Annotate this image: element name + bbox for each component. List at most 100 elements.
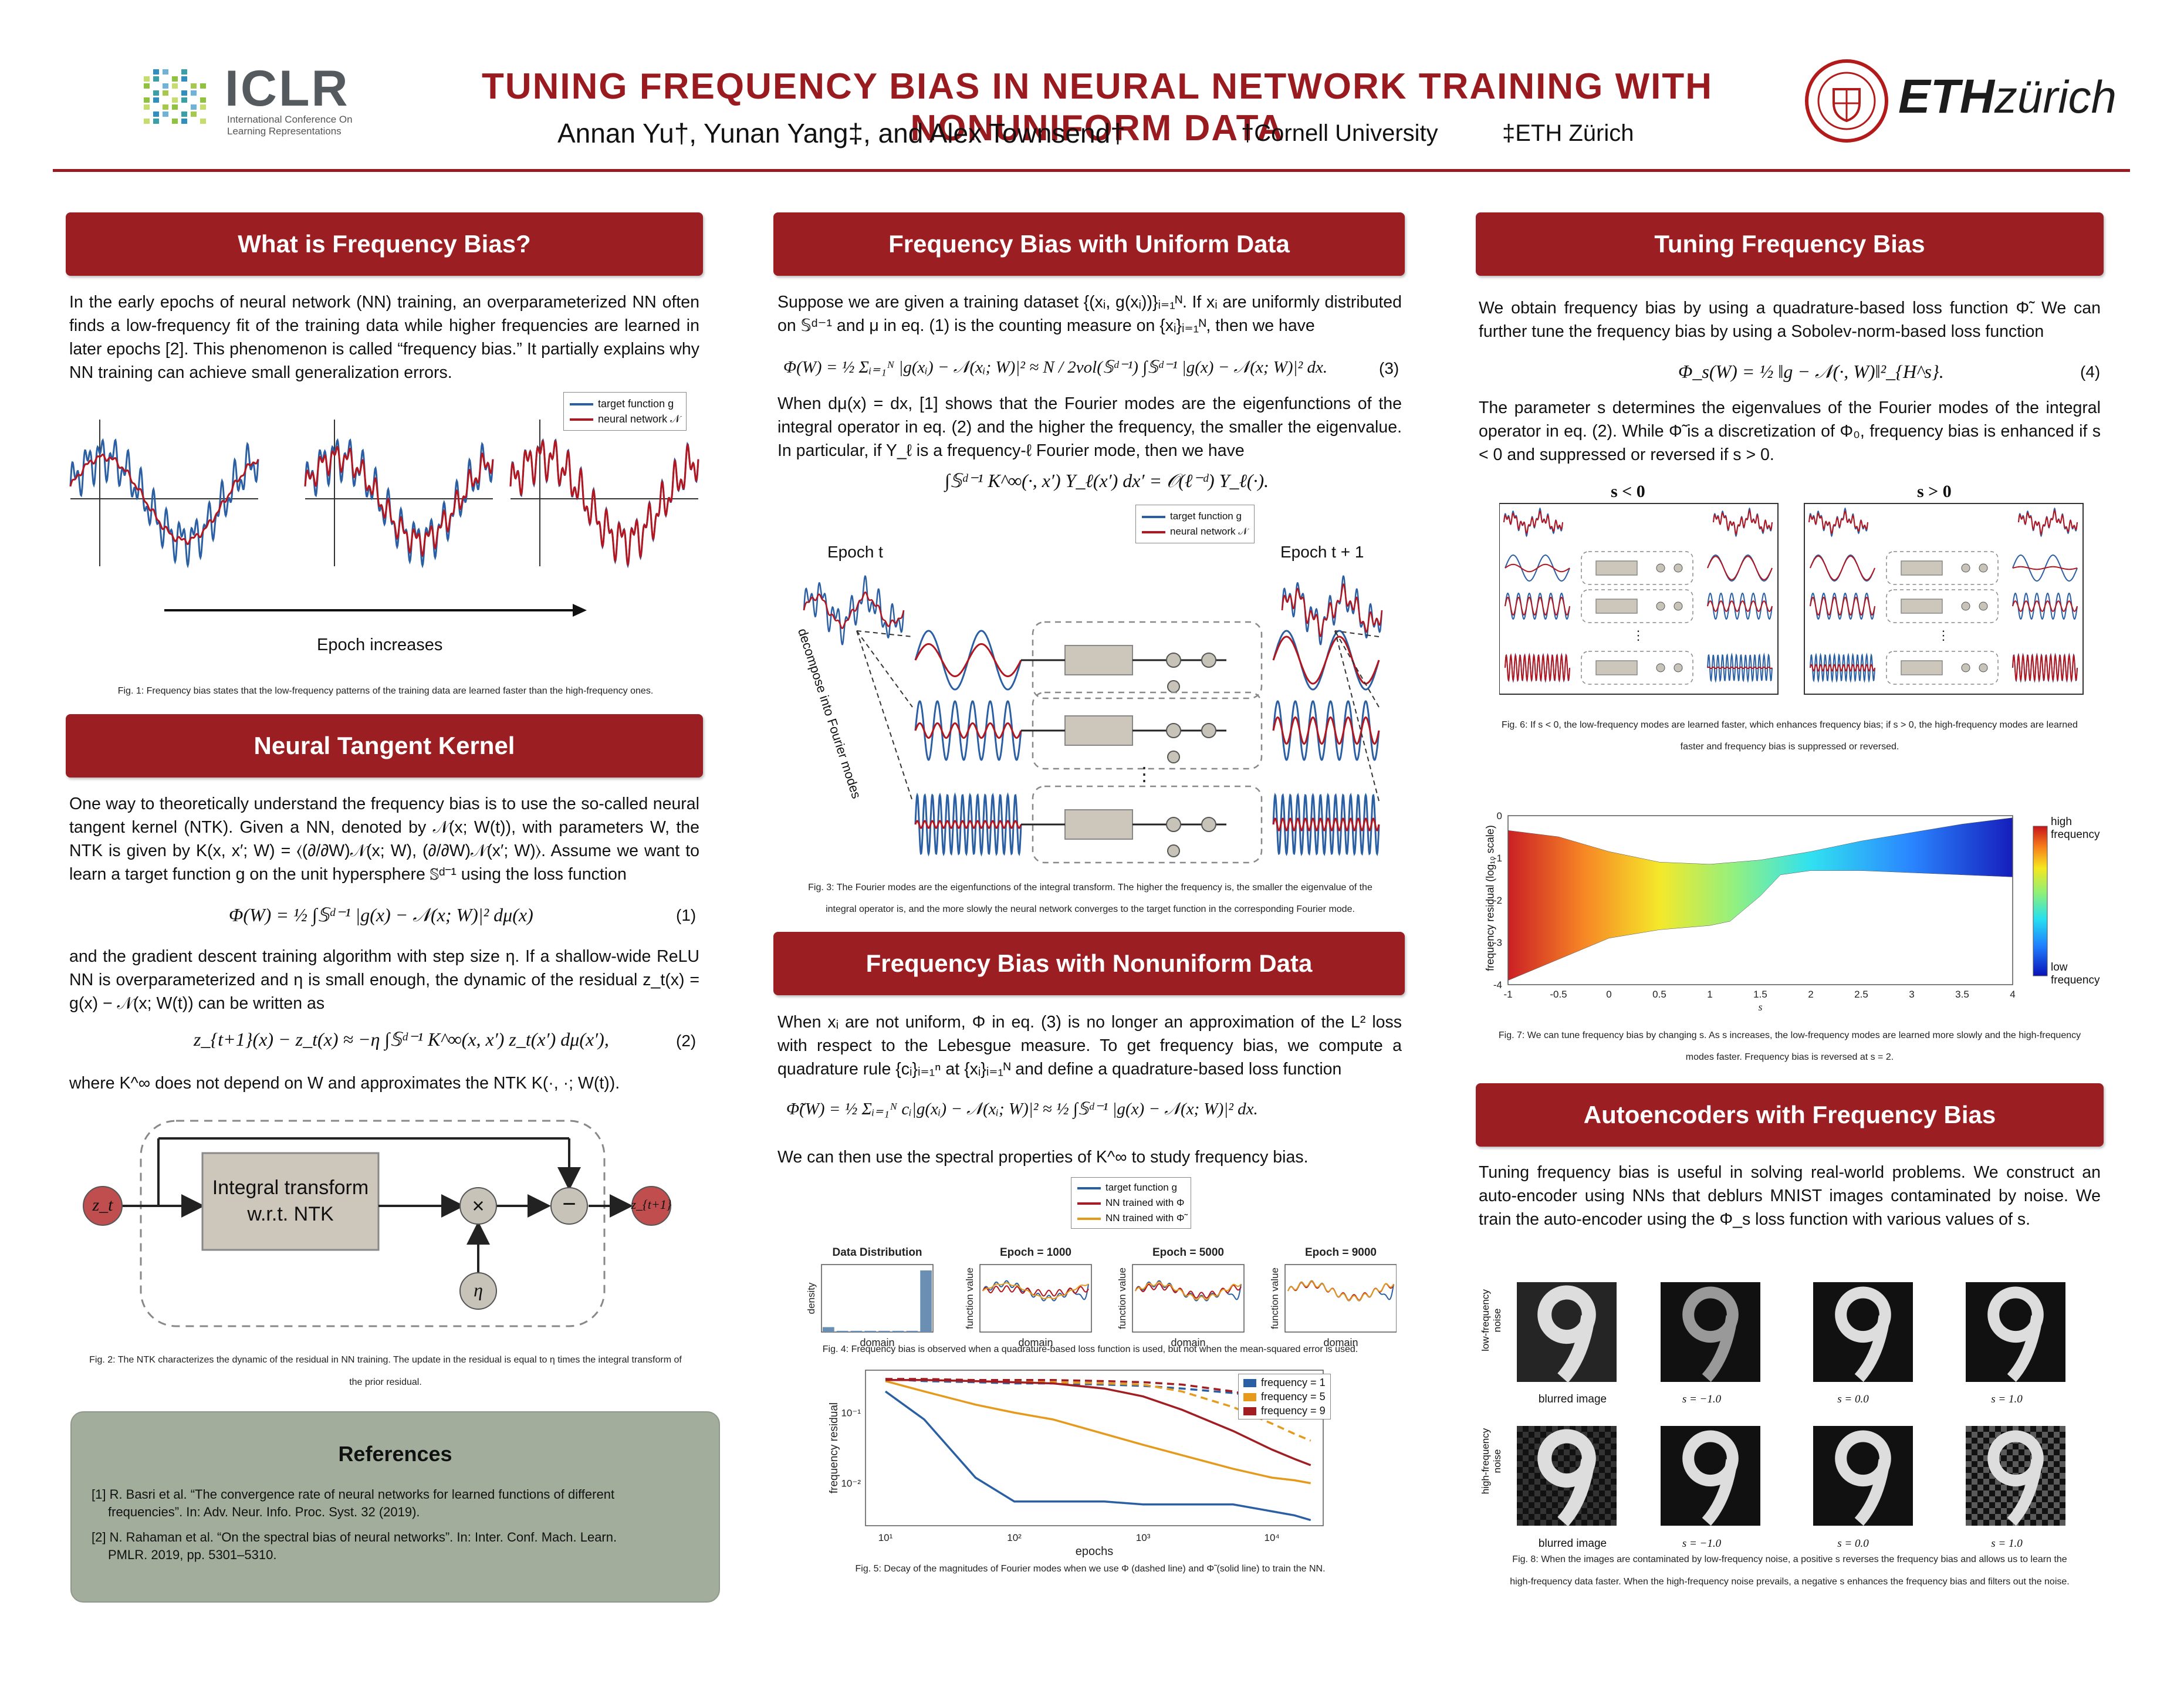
mosaic-tile [153,111,159,117]
eth-logo: ETHzürich [1898,69,2117,124]
fig8-digit-stem [1702,1459,1738,1526]
fig4-phitilde-curve [982,1282,1089,1300]
fig8-noise-cell [1552,1426,1558,1432]
mosaic-tile [144,119,150,124]
fig4-panel-frame [1284,1264,1397,1333]
fig8-noise-cell [1611,1485,1617,1490]
fig3-times-node [1166,723,1181,738]
col-label-blurred-1: blurred image [1538,1393,1607,1405]
fig3-decompose-arrow [856,630,913,708]
mosaic-tile [200,97,206,103]
fig8-noise-cell [1540,1426,1546,1432]
fig8-noise-cell [2030,1514,2036,1520]
fig8-noise-cell [1523,1514,1529,1520]
fig8-noise-cell [2048,1426,2054,1432]
fig8-noise-cell [1966,1496,1972,1502]
mosaic-tile [191,111,197,117]
epoch-t-label: Epoch t [827,543,883,561]
fig8-digit-loop [1682,1430,1739,1487]
fig8-noise-cell [2007,1455,2013,1461]
fig7-xtick: 1 [1707,989,1712,1000]
mosaic-tile [163,69,168,75]
mosaic-tile [181,76,187,82]
fig8-noise-cell [1534,1490,1540,1496]
fig8-noise-cell [1611,1426,1617,1432]
uniform-text-1: Suppose we are given a training dataset … [777,293,1402,335]
fig8-noise-cell [1972,1502,1977,1508]
fig8-noise-cell [1989,1473,1995,1479]
fig8-noise-cell [1540,1508,1546,1514]
nonuniform-eq-5: Φ̃(W) = ½ Σᵢ₌₁ᴺ cᵢ|g(xᵢ) − 𝒩(xᵢ; W)|² ≈ … [786,1100,1258,1118]
fig8-digit-loop [1835,1430,1891,1487]
nonuniform-text-2: We can then use the spectral properties … [777,1148,1309,1167]
fig8-noise-cell [1534,1455,1540,1461]
section-header-autoencoder: Autoencoders with Frequency Bias [1476,1083,2104,1147]
fig8-noise-cell [1517,1485,1523,1490]
figure-6: ⋮ ⋮ s < 0 s > 0 [1499,480,2086,697]
figure-3: ⋮ target function g neural network 𝒩 Epo… [795,505,1391,868]
fig8-noise-cell [1523,1467,1529,1473]
fig8-noise-cell [1529,1426,1534,1432]
fig4-density-bar [878,1330,890,1332]
fig8-noise-cell [1552,1485,1558,1490]
fig4-panel-frame [979,1264,1092,1333]
mosaic-tile [181,111,187,117]
figure-4-caption: Fig. 4: Frequency bias is observed when … [822,1344,1358,1354]
fig7-xtick: 0.5 [1652,989,1666,1000]
fig3-decompose-arrow [856,630,913,802]
fig8-noise-cell [1983,1444,1989,1449]
fig6-node [1674,663,1683,672]
figure-2-diagram: Integral transform w.r.t. NTK z_t × − η … [82,1115,704,1332]
fig8-noise-cell [2019,1467,2024,1473]
fig8-noise-cell [2048,1496,2054,1502]
section-header-uniform: Frequency Bias with Uniform Data [773,212,1405,276]
fig8-noise-cell [1517,1473,1523,1479]
fig3-mode-nn-right [1272,716,1380,745]
fig8-noise-cell [1552,1508,1558,1514]
fig6-small-nn [2018,509,2078,535]
fig4-panel-title: Epoch = 9000 [1305,1246,1377,1259]
fig3-recompose-arrow [1334,630,1380,637]
fig8-noise-cell [1611,1496,1617,1502]
colorbar-low-label: low frequency [2051,961,2100,986]
fig8-noise-cell [2013,1496,2019,1502]
fig5-series-solid [885,1380,1311,1485]
panel-s-positive-label: s > 0 [1917,482,1952,501]
fig8-noise-cell [1977,1520,1983,1526]
fig8-noise-cell [1517,1438,1523,1444]
fig8-noise-cell [2001,1508,2007,1514]
fig8-noise-cell [1983,1432,1989,1438]
fig6-integral-box [1901,599,1943,614]
fig8-noise-cell [1523,1455,1529,1461]
fig4-ylabel: function value [1117,1268,1128,1329]
fig8-noise-cell [1599,1508,1605,1514]
fig8-noise-cell [1966,1449,1972,1455]
col-label-s-pos-1: s = 1.0 [1991,1393,2023,1405]
fig1-target-curve [304,438,494,569]
fig7-ytick: -2 [1493,895,1502,906]
fig3-mode-nn-left [914,643,1022,677]
fig8-noise-cell [1593,1502,1599,1508]
fig8-noise-cell [1558,1455,1564,1461]
figure-5: 10¹ 10² 10³ 10⁴ 10⁻¹ 10⁻² epochs frequency resi… [824,1364,1376,1567]
fig6-integral-box [1595,599,1638,614]
fig8-noise-cell [2048,1473,2054,1479]
fig8-noise-cell [1966,1461,1972,1467]
fig3-mode-nn-right [1272,636,1380,685]
fig8-noise-cell [1546,1514,1552,1520]
figure-8: low-frequency noise high-frequency noise… [1467,1268,2112,1561]
fig8-noise-cell [1599,1438,1605,1444]
fig4-phi-curve [1135,1283,1242,1299]
fig8-noise-cell [1587,1496,1593,1502]
fig8-noise-cell [2007,1502,2013,1508]
fig8-noise-cell [1995,1502,2001,1508]
fig8-noise-cell [1966,1426,1972,1432]
diagram-box-line2: w.r.t. NTK [247,1203,334,1225]
legend-phitilde-label: NN trained with Φ̃ [1105,1212,1185,1223]
tuning-eq-6-num: (4) [2080,363,2101,381]
fig7-xtick: 2.5 [1854,989,1868,1000]
figure-8-caption-1: Fig. 8: When the images are contaminated… [1512,1554,2067,1564]
fig3-mode-nn-right [1272,817,1380,832]
fig8-noise-cell [2036,1485,2042,1490]
mosaic-tile [191,104,197,110]
